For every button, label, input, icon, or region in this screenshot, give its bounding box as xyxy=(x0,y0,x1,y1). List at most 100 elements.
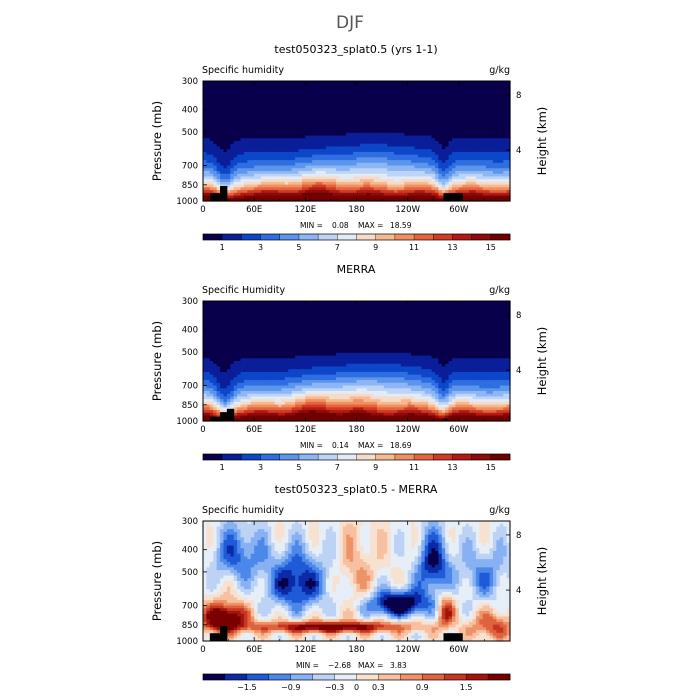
contour-cell xyxy=(448,184,453,188)
contour-cell xyxy=(240,195,245,199)
contour-cell xyxy=(499,138,504,142)
contour-cell xyxy=(332,94,337,98)
contour-cell xyxy=(267,314,272,318)
contour-cell xyxy=(366,89,371,93)
contour-cell xyxy=(271,94,276,98)
contour-cell xyxy=(455,311,460,316)
contour-cell xyxy=(230,91,235,96)
contour-cell xyxy=(503,116,508,120)
contour-cell xyxy=(260,181,265,186)
contour-cell xyxy=(284,311,289,316)
contour-cell xyxy=(482,121,487,126)
contour-cell xyxy=(305,130,310,134)
contour-cell xyxy=(411,165,416,169)
contour-cell xyxy=(278,192,283,197)
contour-cell xyxy=(387,303,392,308)
contour-cell xyxy=(226,111,231,115)
contour-cell xyxy=(479,157,484,161)
contour-cell xyxy=(407,81,412,85)
contour-cell xyxy=(346,184,351,188)
contour-cell xyxy=(421,184,426,188)
contour-cell xyxy=(366,157,371,161)
contour-cell xyxy=(366,301,371,305)
contour-cell xyxy=(475,301,480,305)
contour-cell xyxy=(462,81,467,85)
contour-cell xyxy=(489,146,494,150)
contour-cell xyxy=(455,111,460,115)
contour-cell xyxy=(226,97,231,101)
contour-cell xyxy=(203,165,208,169)
contour-cell xyxy=(230,171,235,175)
contour-cell xyxy=(339,83,344,88)
contour-cell xyxy=(421,105,426,109)
contour-cell xyxy=(496,184,501,188)
contour-cell xyxy=(455,130,460,134)
contour-cell xyxy=(336,162,341,167)
contour-cell xyxy=(407,173,412,178)
contour-cell xyxy=(301,105,306,109)
contour-cell xyxy=(216,108,221,112)
contour-cell xyxy=(342,306,347,310)
contour-cell xyxy=(322,157,327,161)
contour-cell xyxy=(482,105,487,109)
contour-cell xyxy=(318,195,323,199)
contour-cell xyxy=(336,184,341,188)
contour-cell xyxy=(281,127,286,131)
contour-cell xyxy=(301,108,306,112)
contour-cell xyxy=(431,116,436,120)
contour-cell xyxy=(448,121,453,126)
contour-cell xyxy=(322,138,327,142)
contour-cell xyxy=(278,97,283,101)
contour-cell xyxy=(458,171,463,175)
contour-cell xyxy=(452,173,457,178)
contour-cell xyxy=(499,181,504,186)
contour-cell xyxy=(349,97,354,101)
contour-cell xyxy=(209,190,214,194)
contour-cell xyxy=(349,154,354,158)
contour-cell xyxy=(264,89,269,93)
contour-cell xyxy=(264,108,269,112)
contour-cell xyxy=(322,192,327,197)
contour-cell xyxy=(243,121,248,126)
contour-cell xyxy=(496,86,501,90)
contour-cell xyxy=(428,168,433,172)
contour-cell xyxy=(356,138,361,142)
contour-cell xyxy=(322,86,327,90)
contour-cell xyxy=(226,138,231,142)
contour-cell xyxy=(216,311,221,316)
contour-cell xyxy=(503,192,508,197)
contour-cell xyxy=(315,303,320,308)
contour-cell xyxy=(274,116,279,120)
contour-cell xyxy=(271,168,276,172)
contour-cell xyxy=(203,151,208,156)
contour-cell xyxy=(237,187,242,191)
contour-cell xyxy=(455,138,460,142)
contour-cell xyxy=(475,143,480,148)
contour-cell xyxy=(397,100,402,104)
contour-cell xyxy=(387,132,392,137)
contour-cell xyxy=(421,171,426,175)
contour-cell xyxy=(342,141,347,145)
contour-cell xyxy=(260,86,265,90)
contour-cell xyxy=(223,311,228,316)
contour-cell xyxy=(400,97,405,101)
contour-cell xyxy=(455,181,460,186)
contour-cell xyxy=(383,187,388,191)
contour-cell xyxy=(424,301,429,305)
contour-cell xyxy=(216,146,221,150)
contour-cell xyxy=(308,154,313,158)
contour-cell xyxy=(472,179,477,183)
contour-cell xyxy=(486,100,491,104)
contour-cell xyxy=(503,195,508,199)
contour-cell xyxy=(373,143,378,148)
contour-cell xyxy=(288,309,293,313)
contour-cell xyxy=(250,149,255,153)
contour-cell xyxy=(305,81,310,85)
contour-cell xyxy=(298,102,303,107)
contour-cell xyxy=(356,314,361,318)
contour-cell xyxy=(376,192,381,197)
contour-cell xyxy=(288,176,293,180)
contour-cell xyxy=(284,130,289,134)
units-label: g/kg xyxy=(489,65,510,76)
contour-cell xyxy=(339,314,344,318)
